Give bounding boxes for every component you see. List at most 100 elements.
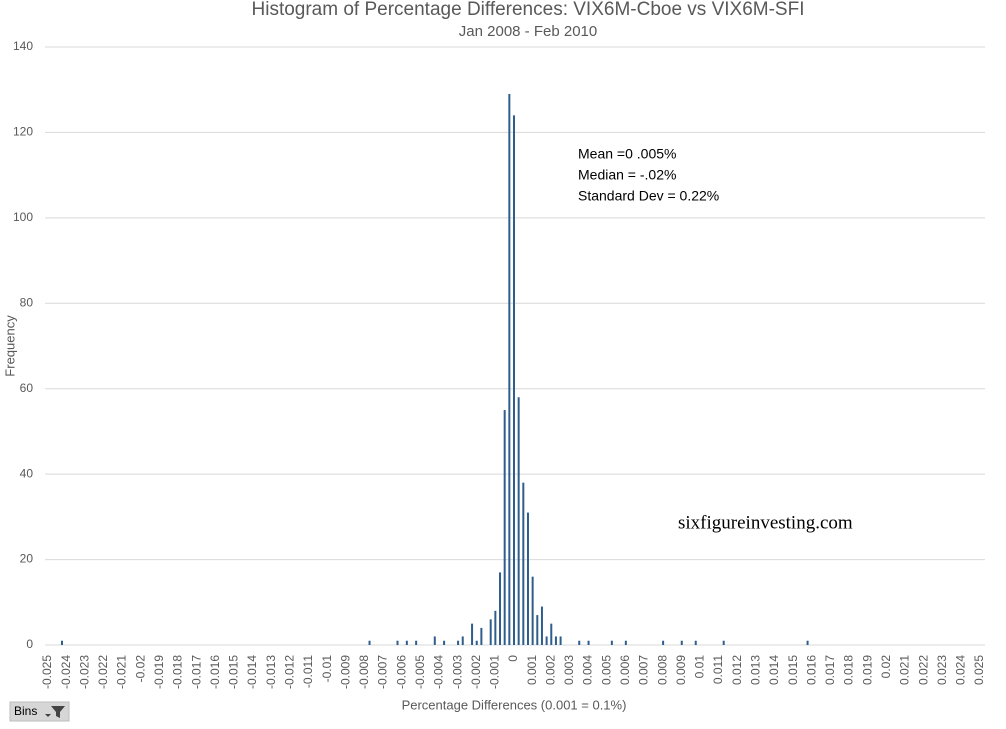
x-tick-label: -0.001 bbox=[488, 655, 502, 689]
x-tick-label: 0.013 bbox=[748, 655, 762, 685]
bar bbox=[499, 572, 502, 645]
bar bbox=[550, 623, 553, 645]
x-tick-label: 0.021 bbox=[898, 655, 912, 685]
x-tick-label: 0.011 bbox=[711, 655, 725, 684]
y-tick-label: 120 bbox=[13, 125, 33, 139]
bar bbox=[517, 397, 520, 645]
x-tick-label: -0.024 bbox=[59, 655, 73, 689]
x-tick-label: 0.024 bbox=[954, 655, 968, 685]
x-tick-label: -0.016 bbox=[208, 655, 222, 689]
y-axis-label: Frequency bbox=[2, 315, 17, 377]
x-tick-label: -0.002 bbox=[469, 655, 483, 689]
bar bbox=[494, 610, 497, 645]
bar bbox=[554, 636, 557, 645]
bar bbox=[480, 627, 483, 645]
x-tick-label: 0.01 bbox=[693, 655, 707, 679]
x-tick-label: 0.005 bbox=[599, 655, 613, 685]
x-tick-label: 0.025 bbox=[972, 655, 986, 685]
x-tick-label: -0.005 bbox=[413, 655, 427, 689]
bar bbox=[508, 93, 511, 645]
x-tick-label: 0.008 bbox=[655, 655, 669, 685]
x-tick-label: -0.013 bbox=[264, 655, 278, 689]
bar bbox=[680, 640, 683, 645]
x-tick-label: -0.017 bbox=[189, 655, 203, 689]
x-tick-label: 0.019 bbox=[860, 655, 874, 685]
y-tick-label: 100 bbox=[13, 210, 33, 224]
x-tick-label: 0.022 bbox=[916, 655, 930, 685]
y-tick-label: 20 bbox=[20, 552, 34, 566]
x-tick-label: -0.004 bbox=[432, 655, 446, 689]
bar bbox=[694, 640, 697, 645]
bar bbox=[522, 482, 525, 645]
annotation: Mean =0 .005% bbox=[578, 146, 676, 162]
x-tick-label: 0.015 bbox=[786, 655, 800, 685]
x-tick-label: 0.014 bbox=[767, 655, 781, 685]
filter-icon[interactable] bbox=[45, 706, 65, 718]
chart-subtitle: Jan 2008 - Feb 2010 bbox=[459, 23, 597, 40]
bar bbox=[503, 410, 506, 645]
watermark: sixfigureinvesting.com bbox=[678, 512, 853, 533]
x-tick-label: -0.006 bbox=[394, 655, 408, 689]
bar bbox=[722, 640, 725, 645]
x-tick-label: 0.004 bbox=[581, 655, 595, 685]
x-tick-label: 0.006 bbox=[618, 655, 632, 685]
x-tick-label: 0.001 bbox=[525, 655, 539, 685]
x-tick-label: -0.011 bbox=[301, 655, 315, 688]
x-tick-label: 0.002 bbox=[543, 655, 557, 685]
x-tick-label: 0.023 bbox=[935, 655, 949, 685]
x-tick-label: -0.022 bbox=[96, 655, 110, 689]
y-tick-label: 140 bbox=[13, 39, 33, 53]
bar bbox=[457, 640, 460, 645]
bar bbox=[662, 640, 665, 645]
bar bbox=[559, 636, 562, 645]
x-tick-label: 0.018 bbox=[842, 655, 856, 685]
bar bbox=[540, 606, 543, 645]
bar bbox=[415, 640, 418, 645]
y-tick-label: 0 bbox=[26, 637, 33, 651]
bar bbox=[461, 636, 464, 645]
bar bbox=[526, 512, 529, 645]
bar bbox=[443, 640, 446, 645]
x-tick-label: -0.025 bbox=[40, 655, 54, 689]
x-tick-label: 0.016 bbox=[804, 655, 818, 685]
x-tick-label: -0.014 bbox=[245, 655, 259, 689]
x-tick-label: 0.012 bbox=[730, 655, 744, 685]
y-tick-label: 60 bbox=[20, 381, 34, 395]
x-tick-label: 0.003 bbox=[562, 655, 576, 685]
x-tick-label: -0.019 bbox=[152, 655, 166, 689]
x-tick-label: -0.015 bbox=[227, 655, 241, 689]
bar bbox=[475, 640, 478, 645]
bar bbox=[536, 615, 539, 645]
x-tick-label: -0.007 bbox=[376, 655, 390, 689]
bar bbox=[545, 636, 548, 645]
x-tick-label: -0.009 bbox=[338, 655, 352, 689]
chart-title: Histogram of Percentage Differences: VIX… bbox=[252, 0, 805, 20]
bar bbox=[587, 640, 590, 645]
bar bbox=[60, 640, 63, 645]
x-axis-label: Percentage Differences (0.001 = 0.1%) bbox=[402, 697, 627, 712]
bar bbox=[513, 115, 515, 646]
x-tick-label: 0.007 bbox=[637, 655, 651, 685]
x-tick-label: -0.02 bbox=[133, 655, 147, 683]
bar bbox=[489, 619, 492, 645]
filter-button-label[interactable]: Bins bbox=[14, 704, 37, 718]
bar bbox=[433, 636, 436, 645]
y-tick-label: 40 bbox=[20, 466, 34, 480]
bar bbox=[624, 640, 627, 645]
x-tick-label: -0.008 bbox=[357, 655, 371, 689]
x-tick-label: 0.02 bbox=[879, 655, 893, 679]
x-tick-label: -0.021 bbox=[115, 655, 129, 689]
bar bbox=[610, 640, 613, 645]
y-tick-label: 80 bbox=[20, 295, 34, 309]
bar bbox=[531, 576, 534, 645]
bar bbox=[405, 640, 408, 645]
annotation: Median = -.02% bbox=[578, 167, 676, 183]
x-tick-label: 0 bbox=[506, 655, 520, 662]
bar bbox=[368, 640, 371, 645]
bar bbox=[396, 640, 399, 645]
filter-button[interactable]: Bins bbox=[9, 701, 70, 722]
annotation: Standard Dev = 0.22% bbox=[578, 188, 719, 204]
x-tick-label: 0.017 bbox=[823, 655, 837, 685]
